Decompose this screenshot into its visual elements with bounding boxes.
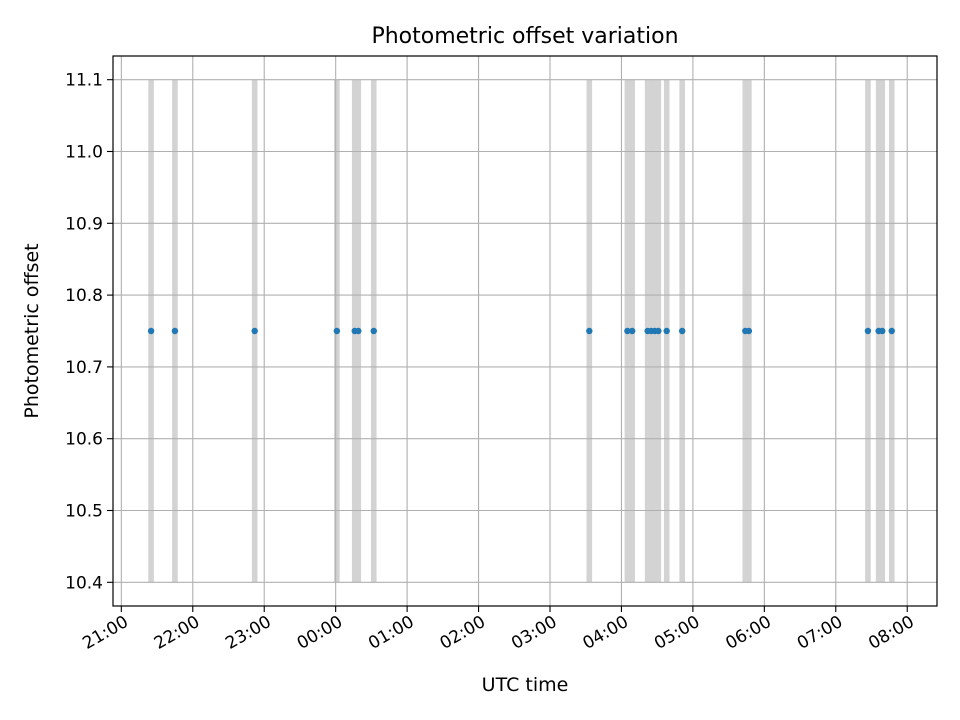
y-tick-label: 10.6 bbox=[65, 430, 103, 450]
grid-layer bbox=[113, 56, 937, 606]
x-axis-label: UTC time bbox=[482, 674, 569, 696]
y-tick-label: 10.8 bbox=[65, 286, 103, 306]
chart-title: Photometric offset variation bbox=[371, 24, 678, 49]
y-tick-label: 10.5 bbox=[65, 502, 103, 522]
data-point bbox=[171, 327, 179, 335]
y-tick-label: 10.7 bbox=[65, 358, 103, 378]
data-point bbox=[655, 327, 662, 335]
plot-frame bbox=[112, 55, 938, 607]
data-point bbox=[333, 327, 341, 335]
data-point bbox=[586, 327, 593, 335]
y-tick-label: 11.1 bbox=[65, 71, 103, 91]
data-point bbox=[251, 327, 258, 335]
y-tick-label: 10.4 bbox=[65, 573, 103, 593]
y-tick-label: 11.0 bbox=[65, 143, 103, 163]
data-point bbox=[355, 327, 362, 335]
data-point bbox=[147, 327, 155, 335]
data-point bbox=[888, 327, 895, 335]
data-point bbox=[864, 327, 872, 335]
data-point bbox=[628, 327, 636, 335]
y-tick-label: 10.9 bbox=[65, 214, 103, 234]
data-point bbox=[678, 327, 686, 335]
y-axis-label: Photometric offset bbox=[21, 243, 43, 418]
points-layer bbox=[147, 327, 895, 335]
data-point bbox=[370, 327, 377, 335]
data-point bbox=[745, 327, 753, 335]
data-point bbox=[624, 327, 631, 335]
data-point bbox=[879, 327, 886, 335]
data-point bbox=[663, 327, 670, 335]
